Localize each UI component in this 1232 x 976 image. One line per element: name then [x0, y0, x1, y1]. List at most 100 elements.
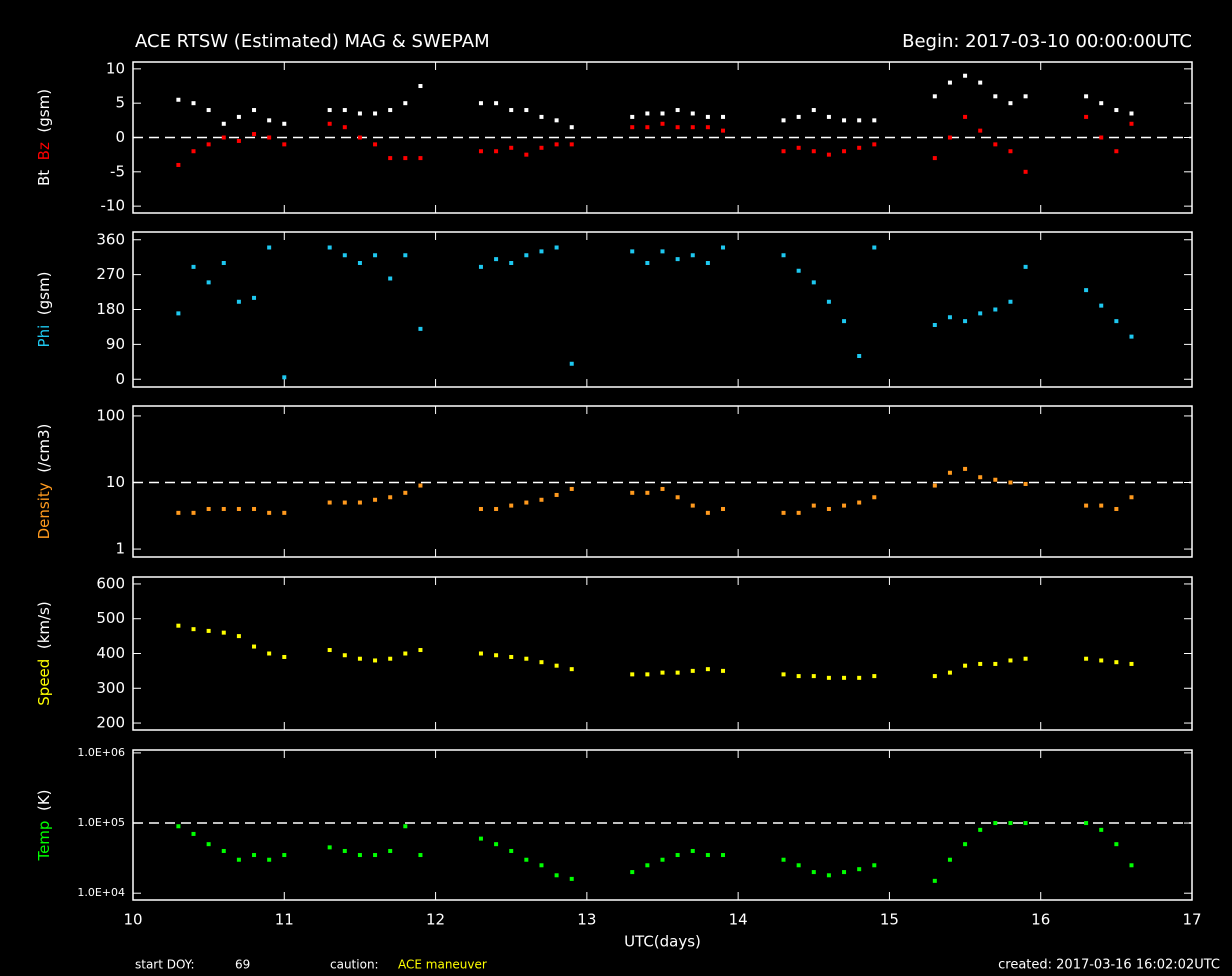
data-point — [932, 483, 937, 488]
data-point — [857, 675, 862, 680]
start-label: start DOY: — [135, 958, 195, 972]
data-point — [236, 857, 241, 862]
data-point — [357, 656, 362, 661]
data-point — [721, 506, 726, 511]
y-tick-label: 0 — [115, 370, 125, 388]
data-point — [418, 648, 423, 653]
data-point — [342, 500, 347, 505]
data-point — [1114, 842, 1119, 847]
data-point — [872, 863, 877, 868]
y-tick-label: 1.0E+06 — [77, 746, 125, 759]
data-point — [690, 111, 695, 116]
data-point — [993, 477, 998, 482]
data-point — [403, 156, 408, 161]
data-point — [645, 863, 650, 868]
data-point — [327, 648, 332, 653]
data-point — [826, 675, 831, 680]
data-point — [221, 261, 226, 265]
data-point — [660, 857, 665, 862]
data-point — [811, 674, 816, 679]
y-tick-label: 5 — [115, 94, 125, 112]
data-point — [494, 101, 499, 106]
data-point — [357, 500, 362, 505]
data-point — [675, 670, 680, 675]
data-point — [388, 848, 393, 853]
data-point — [206, 628, 211, 633]
data-point — [554, 492, 559, 497]
data-point — [403, 824, 408, 829]
data-point — [1023, 481, 1028, 486]
data-point — [826, 299, 831, 304]
y-axis-label: Phi (gsm) — [35, 272, 53, 348]
data-point — [236, 114, 241, 119]
y-tick-label: 180 — [96, 300, 125, 318]
legend-entry: Phi — [35, 325, 53, 348]
y-axis-label: Density (/cm3) — [35, 424, 53, 540]
data-point — [373, 253, 378, 258]
data-point — [963, 319, 968, 324]
data-point — [796, 510, 801, 515]
plot-frame — [132, 231, 1193, 388]
data-point — [509, 848, 514, 853]
data-point — [675, 125, 680, 130]
data-point — [660, 670, 665, 675]
y-axis-unit: (gsm) — [35, 272, 53, 316]
data-point — [811, 108, 816, 113]
data-point — [705, 853, 710, 858]
data-point — [282, 853, 287, 858]
y-tick-label: 1 — [115, 540, 125, 558]
y-tick-label: -5 — [110, 162, 125, 180]
y-tick-label: 10 — [106, 473, 125, 491]
data-point — [811, 870, 816, 875]
data-point — [221, 506, 226, 511]
data-point — [267, 245, 272, 250]
data-point — [494, 506, 499, 511]
data-point — [1129, 863, 1134, 868]
data-point — [660, 249, 665, 254]
data-point — [191, 264, 196, 269]
data-point — [206, 280, 211, 285]
data-point — [267, 651, 272, 656]
data-point — [342, 253, 347, 258]
data-point — [373, 111, 378, 116]
data-point — [963, 842, 968, 847]
data-point — [388, 108, 393, 113]
data-point — [357, 261, 362, 265]
x-tick-label: 13 — [577, 911, 596, 929]
data-point — [1099, 303, 1104, 308]
data-point — [206, 108, 211, 113]
caution-label: caution: — [330, 958, 379, 972]
data-point — [478, 651, 483, 656]
data-point — [539, 863, 544, 868]
data-point — [660, 121, 665, 126]
data-point — [1084, 821, 1089, 826]
data-point — [403, 490, 408, 495]
data-point — [282, 121, 287, 126]
data-point — [418, 84, 423, 89]
data-point — [675, 495, 680, 500]
data-point — [842, 319, 847, 324]
data-point — [1099, 101, 1104, 106]
y-tick-label: 360 — [96, 230, 125, 248]
data-point — [811, 280, 816, 285]
y-axis-label: Temp (K) — [35, 789, 53, 861]
data-point — [478, 836, 483, 841]
data-point — [1008, 658, 1013, 663]
data-point — [342, 125, 347, 130]
data-point — [327, 108, 332, 113]
data-point — [781, 857, 786, 862]
x-tick-label: 15 — [880, 911, 899, 929]
y-tick-label: 300 — [96, 679, 125, 697]
data-point — [569, 142, 574, 147]
data-point — [357, 111, 362, 116]
data-point — [721, 128, 726, 133]
data-point — [811, 149, 816, 154]
data-point — [857, 118, 862, 123]
data-point — [327, 121, 332, 126]
data-point — [191, 627, 196, 632]
data-point — [947, 80, 952, 85]
data-point — [781, 118, 786, 123]
data-point — [978, 80, 983, 85]
